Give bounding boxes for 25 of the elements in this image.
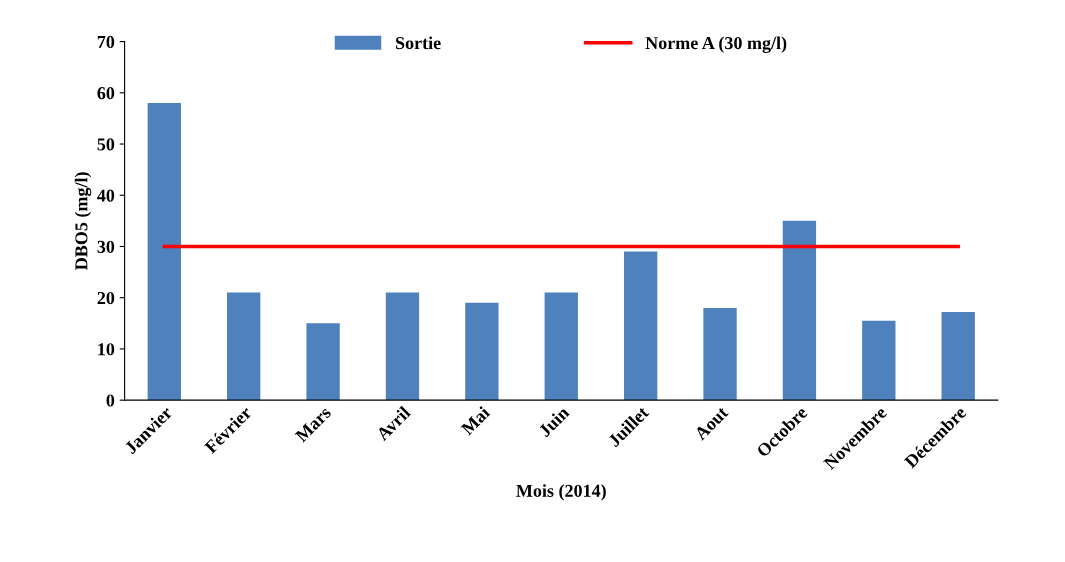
bar bbox=[941, 312, 975, 401]
y-tick-label: 50 bbox=[97, 138, 115, 151]
x-tick-label: Mai bbox=[460, 405, 491, 436]
y-axis-title: DBO5 (mg/l) bbox=[74, 172, 92, 270]
bar bbox=[703, 307, 737, 401]
bar bbox=[862, 320, 896, 401]
x-axis-title: Mois (2014) bbox=[516, 484, 606, 501]
y-tick-label: 60 bbox=[97, 87, 115, 100]
x-tick-label: Juin bbox=[537, 405, 571, 438]
y-tick-label: 0 bbox=[106, 394, 115, 407]
y-tick-label: 70 bbox=[97, 35, 115, 49]
y-tick-label: 40 bbox=[97, 189, 115, 202]
bar bbox=[782, 220, 817, 401]
bar bbox=[623, 251, 658, 401]
bar bbox=[465, 302, 499, 401]
bar bbox=[306, 323, 340, 401]
legend-label: Sortie bbox=[395, 36, 441, 50]
bar bbox=[227, 292, 261, 401]
y-tick-label: 10 bbox=[98, 343, 115, 356]
y-tick-label: 20 bbox=[97, 291, 115, 305]
legend-label: Norme A (30 mg/l) bbox=[645, 36, 787, 53]
bar bbox=[544, 292, 578, 401]
y-tick-label: 30 bbox=[97, 240, 115, 253]
bar bbox=[147, 103, 181, 401]
bar bbox=[385, 292, 420, 401]
